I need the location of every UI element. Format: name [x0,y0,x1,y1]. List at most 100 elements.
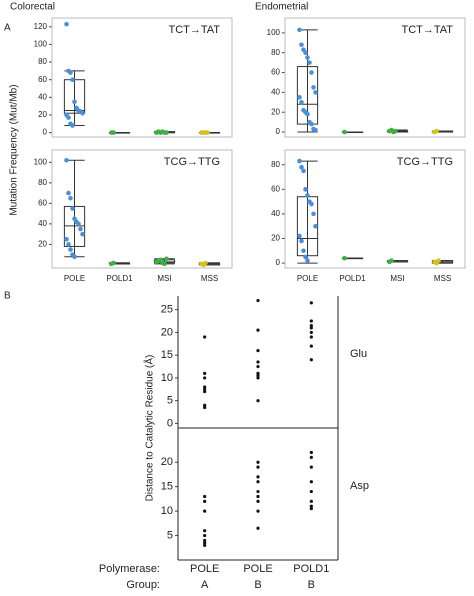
point [389,258,394,263]
point [256,509,260,513]
x-tick-label: MSS [434,274,451,283]
plot-frame [284,149,466,269]
point [256,298,260,303]
point [256,475,260,479]
point [309,323,313,328]
x-tick-label: POLD1 [293,563,329,575]
annotation: Glu [350,348,367,360]
point [305,55,310,60]
point [309,455,313,459]
point [203,403,207,407]
point [256,349,260,353]
point [72,254,77,260]
column-title: Endometrial [255,2,308,13]
y-tick-label: 0 [43,128,48,137]
point [297,95,302,100]
y-tick-label: 80 [271,48,280,57]
point [203,538,207,543]
point [256,360,260,364]
point [203,543,207,547]
point [256,465,260,469]
point [393,128,398,134]
y-axis-label: Mutation Frequency (Mut/Mb) [9,84,20,215]
point [68,70,73,75]
row-label: Polymerase: [99,563,160,575]
x-tick-label: MSI [390,274,404,283]
panel-label: A [4,23,11,34]
point [78,226,83,232]
box [63,205,86,247]
point [313,127,318,133]
point [203,385,207,389]
row-label: Group: [126,579,160,591]
y-tick-label: 80 [38,178,47,187]
plot-frame [51,17,233,138]
point [111,130,116,135]
plot-frame [284,17,466,138]
point [307,60,312,65]
point [309,465,313,469]
point [203,541,207,545]
point [66,190,71,196]
y-tick-label: 15 [161,481,173,493]
group-label: A [201,579,209,591]
annotation: TCG→TTG [397,156,453,168]
point [203,529,207,533]
point [309,326,313,330]
point [203,260,208,266]
point [305,193,310,198]
point [299,42,304,48]
x-tick-label: POLE [297,274,318,283]
point [309,480,313,484]
y-tick-label: 120 [34,22,48,31]
point [203,376,207,380]
point [68,195,73,201]
point [297,158,302,164]
point [256,399,260,403]
point [64,236,69,242]
point [256,376,260,380]
point [297,27,302,33]
point [309,319,313,323]
point [309,335,313,339]
point [80,231,85,237]
group-label: B [308,579,315,591]
y-tick-label: 60 [38,75,47,84]
point [297,233,302,239]
panel-label: B [4,291,11,302]
point [309,330,313,335]
y-tick-label: 80 [271,160,280,169]
y-tick-label: 100 [34,40,48,49]
x-tick-label: POLD1 [106,274,133,283]
point [203,499,207,503]
point [64,157,69,163]
point [256,460,260,464]
y-tick-label: 40 [271,209,280,218]
point [303,187,308,192]
y-tick-label: 5 [167,395,173,407]
point [203,387,207,391]
annotation: TCT→TAT [168,24,220,36]
point [80,110,85,116]
point [309,70,314,75]
point [205,130,210,135]
y-tick-label: 100 [34,157,48,166]
point [70,123,75,128]
point [256,480,260,484]
point [64,21,69,27]
point [309,201,314,207]
annotation: TCT→TAT [401,24,453,36]
y-tick-label: 60 [38,198,47,207]
y-tick-label: 40 [38,219,47,228]
y-tick-label: 20 [161,456,173,468]
annotation: TCG→TTG [164,156,220,168]
point [164,256,169,262]
point [309,504,313,508]
point [309,301,313,305]
y-tick-label: 20 [38,110,47,119]
point [301,168,306,174]
point [309,344,313,348]
box [296,66,319,125]
point [434,128,439,134]
